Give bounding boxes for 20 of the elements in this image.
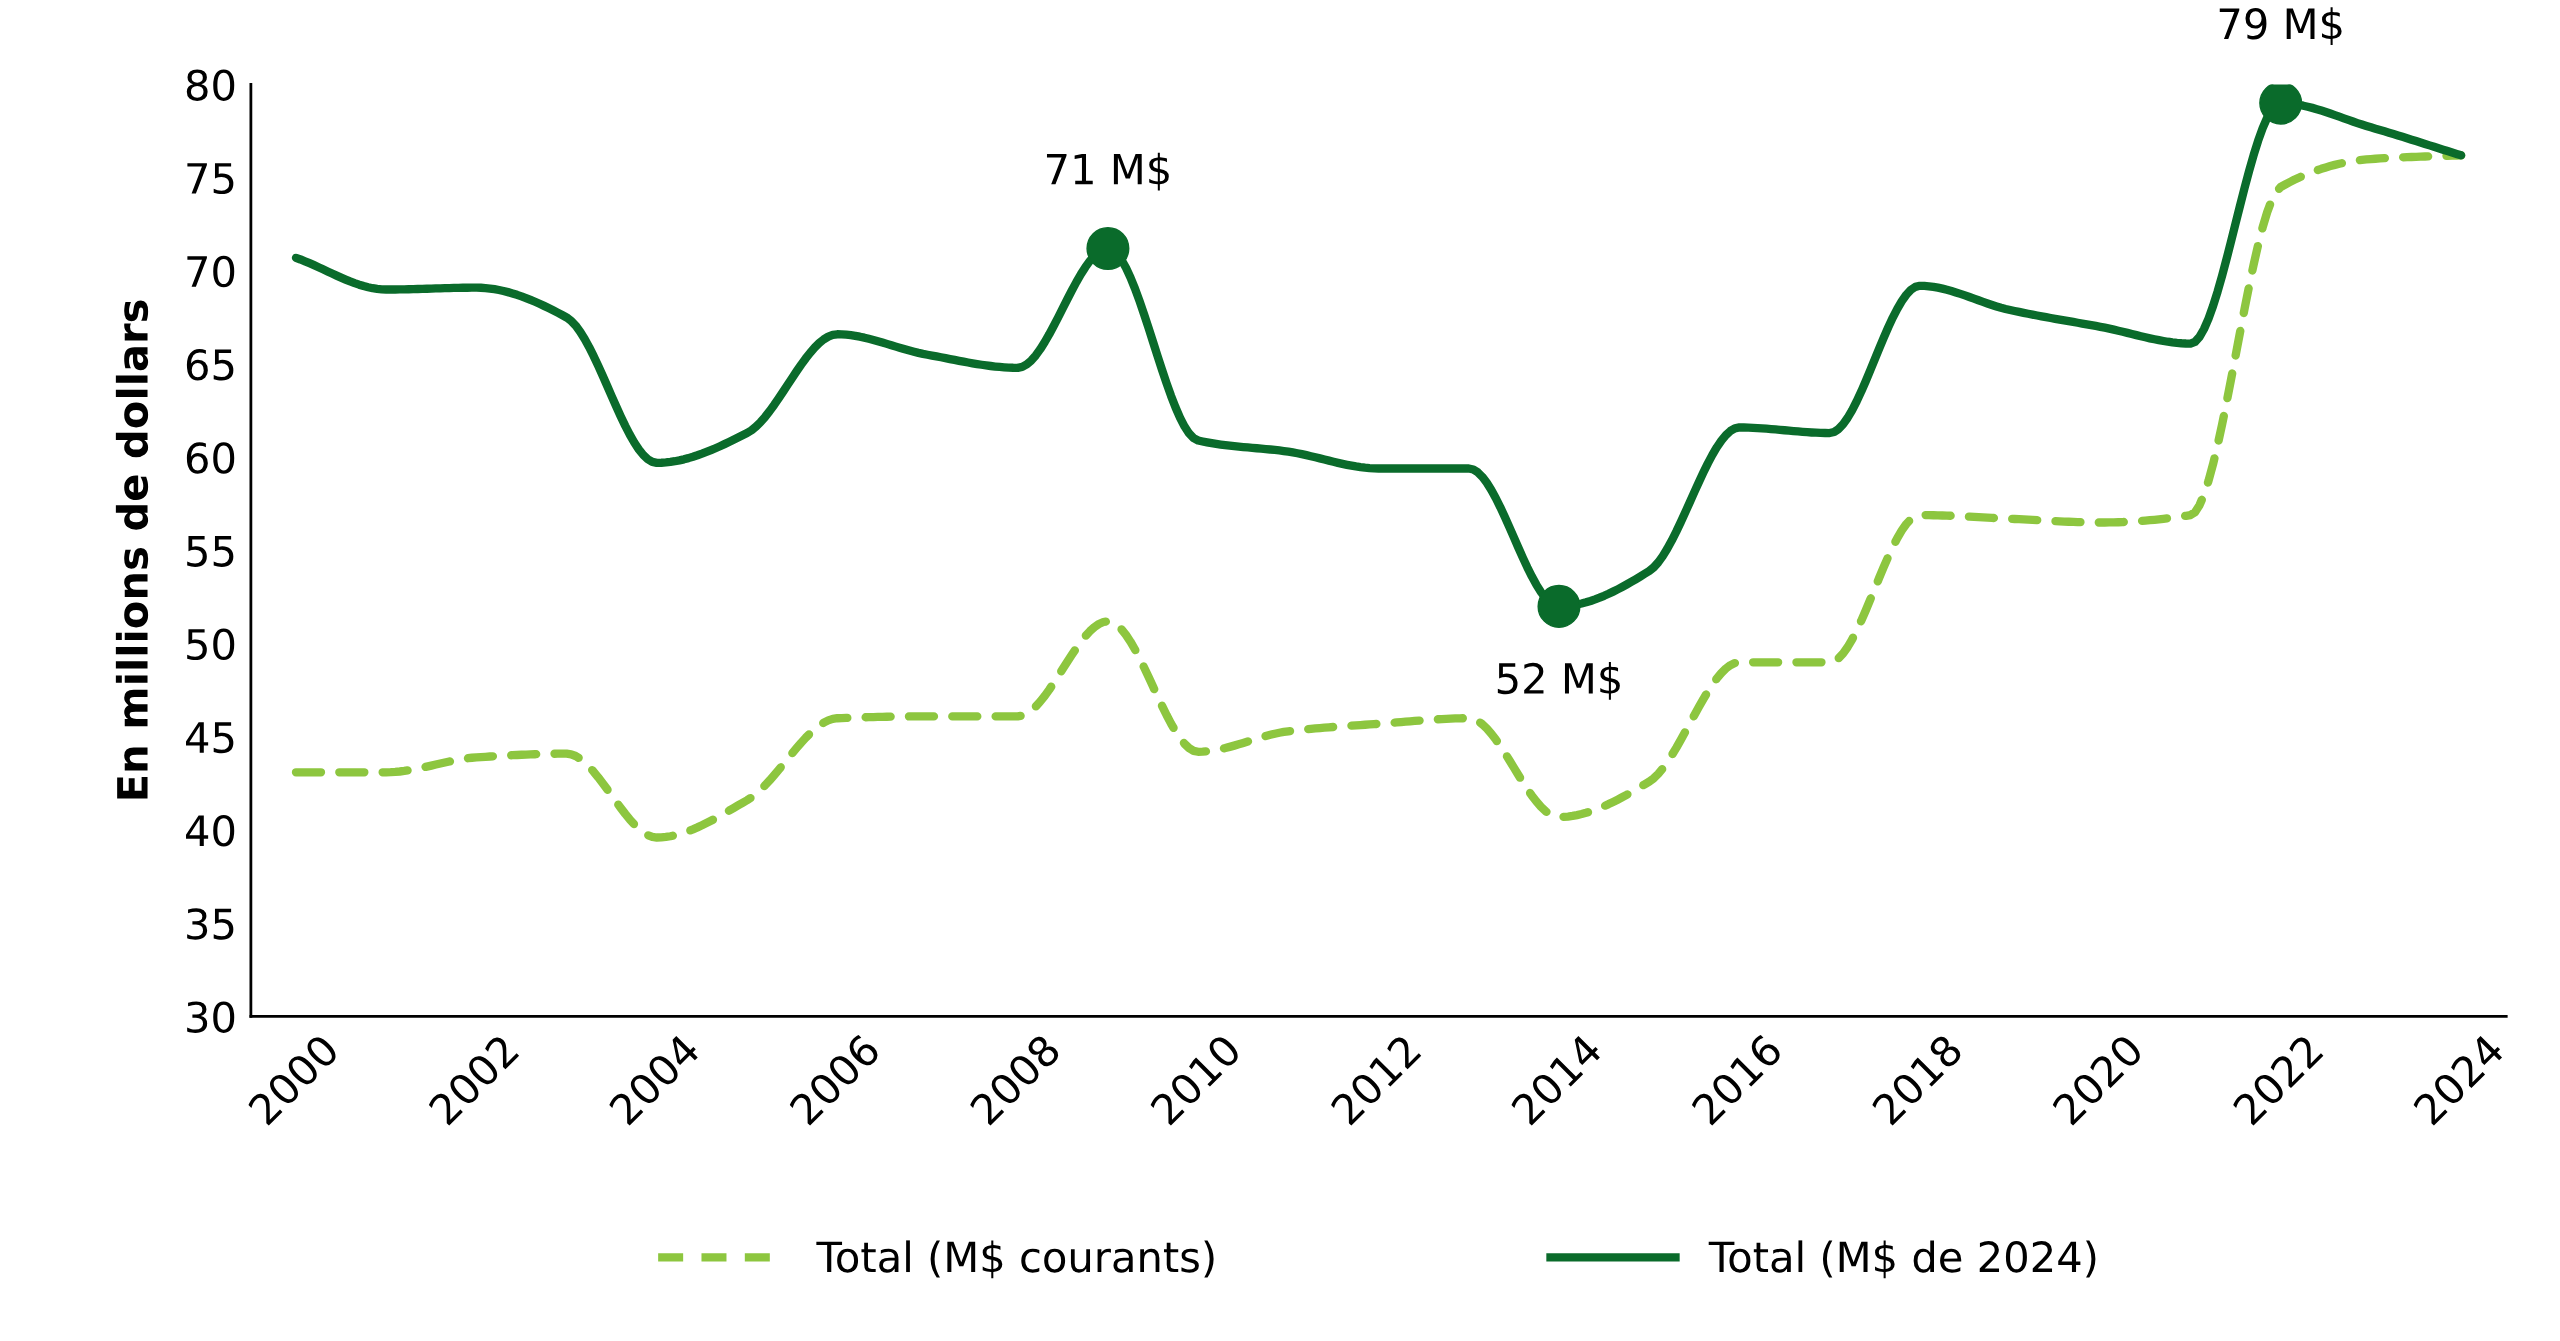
legend-label: Total (M$ de 2024)	[1708, 1240, 2096, 1279]
y-tick-label: 50	[187, 628, 235, 661]
annotation: 79 M$	[2219, 7, 2342, 46]
y-tick-label: 30	[187, 1001, 235, 1033]
annotation: 71 M$	[1046, 152, 1169, 191]
y-tick-label: 70	[187, 255, 235, 288]
y-tick-label: 55	[187, 535, 234, 567]
annotation: 52 M$	[1497, 661, 1620, 700]
legend-label: Total (M$ courants)	[816, 1240, 1214, 1279]
y-tick-label: 80	[186, 69, 235, 101]
y-tick-label: 75	[187, 163, 234, 195]
y-tick-label: 40	[186, 814, 235, 847]
y-tick-label: 35	[187, 908, 234, 940]
point	[1537, 584, 1581, 628]
point	[2259, 84, 2303, 125]
y-tick-label: 60	[186, 442, 235, 474]
y-tick-label: 65	[186, 348, 234, 381]
y-tick-label: 45	[186, 722, 234, 754]
y-axis-title: En millions de dollars	[115, 300, 149, 799]
point	[1086, 226, 1130, 271]
